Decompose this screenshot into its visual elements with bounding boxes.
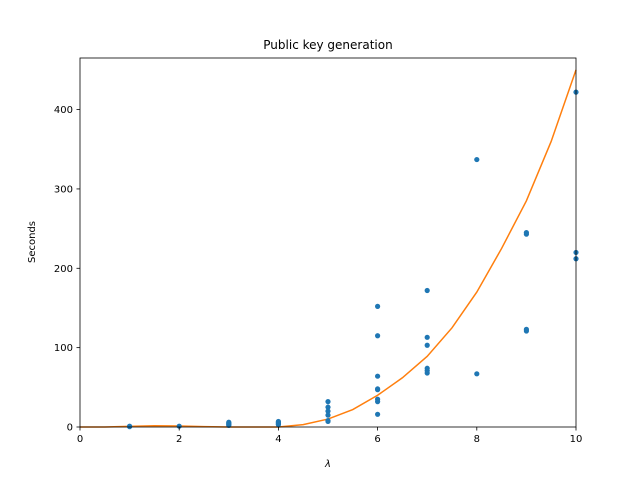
chart-title: Public key generation (263, 38, 392, 52)
scatter-point (275, 418, 281, 425)
y-axis-ticks: 0 100 200 300 400 (54, 105, 80, 434)
scatter-point (424, 287, 430, 294)
scatter-point (474, 156, 480, 163)
scatter-point (375, 386, 381, 392)
y-axis-label: Seconds (27, 221, 38, 263)
y-tick-label: 400 (54, 105, 73, 116)
scatter-point (424, 365, 430, 371)
y-tick-label: 100 (54, 343, 73, 354)
scatter-point (474, 371, 480, 377)
scatter-point (523, 326, 530, 332)
y-tick-label: 300 (54, 184, 73, 195)
scatter-point (375, 396, 381, 402)
x-axis-label: λ (324, 459, 331, 470)
x-tick-label: 0 (77, 434, 83, 445)
x-axis-ticks: 0 2 4 6 8 10 (77, 427, 583, 445)
scatter-point (226, 419, 232, 425)
x-tick-label: 6 (374, 434, 380, 445)
scatter-point (325, 404, 331, 410)
scatter-point (375, 303, 381, 309)
scatter-point (375, 333, 381, 339)
x-tick-label: 8 (474, 434, 480, 445)
scatter-point (325, 399, 331, 405)
scatter-point (325, 408, 331, 414)
scatter-point (375, 411, 381, 417)
y-tick-label: 200 (54, 264, 73, 275)
x-tick-label: 10 (570, 434, 583, 445)
scatter-point (176, 423, 182, 429)
plot-frame (79, 57, 577, 428)
scatter-point (325, 412, 331, 418)
plot-area (80, 58, 576, 427)
scatter-points-layer (127, 89, 579, 430)
scatter-point (424, 334, 430, 340)
scatter-point (523, 229, 530, 236)
scatter-point (325, 418, 331, 424)
scatter-point (375, 373, 381, 379)
scatter-point (127, 423, 133, 429)
x-tick-label: 2 (176, 434, 182, 445)
x-tick-label: 4 (275, 434, 281, 445)
y-tick-label: 0 (67, 423, 73, 434)
scatter-point (424, 342, 430, 348)
